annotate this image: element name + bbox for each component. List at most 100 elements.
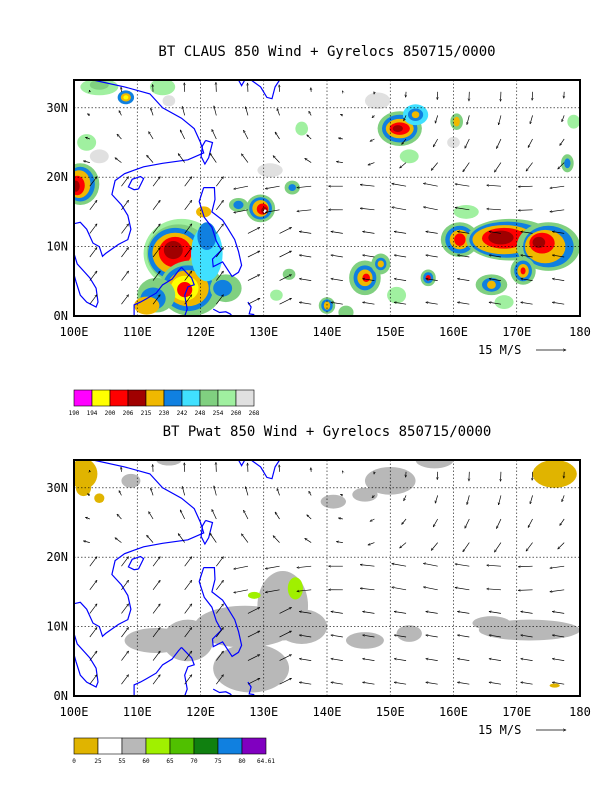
wind-vector [234,185,249,189]
wind-vector [464,138,470,148]
y-tick-label: 0N [54,309,68,323]
field-patch [494,295,514,310]
wind-vector [336,162,343,163]
x-tick-label: 150E [376,705,405,719]
wind-vector [457,611,470,614]
wind-vector [558,162,565,170]
wind-vector [265,185,280,189]
panel-2: BT Pwat 850 Wind + Gyrelocs 850715/0000 … [46,424,591,765]
wind-vector [148,512,154,520]
wind-vector [234,565,249,569]
wind-vector [89,627,97,638]
wind-vector [216,271,223,281]
wind-vector [426,635,438,638]
colorbar-label: 190 [69,410,80,417]
wind-vector [394,611,407,614]
wind-vector [368,542,375,545]
wind-vector [184,557,192,567]
coastline [181,646,195,696]
wind-vector [362,659,375,661]
colorbar-swatch [193,737,219,755]
wind-vector [392,587,407,591]
wind-vector [277,108,280,116]
field-patch [162,619,214,662]
field-patch [177,281,193,298]
colorbar-label: 248 [195,410,206,417]
wind-vector [487,589,501,590]
wind-vector [518,590,533,591]
wind-vector [521,682,533,685]
y-tick-label: 10N [46,620,68,634]
wind-vector [494,542,502,553]
wind-vector [265,589,280,593]
wind-vector [518,186,533,187]
wind-vector [432,518,438,527]
wind-vector [299,611,312,614]
panel-2-coast [74,460,281,696]
wind-vector [527,518,533,528]
x-tick-label: 180 [569,705,591,719]
wind-vector [400,162,407,168]
wind-vector [273,536,280,543]
wind-vector [487,565,501,566]
wind-vector [521,659,533,661]
wind-vector [526,162,533,172]
coastline [74,460,205,638]
colorbar-swatch [235,389,255,407]
wind-vector [550,209,565,212]
field-patch [134,296,160,315]
wind-vector [247,297,260,305]
colorbar-label: 65 [166,758,174,765]
colorbar-swatch [145,389,165,407]
x-tick-label: 100E [60,705,89,719]
wind-vector [426,659,438,661]
wind-vector [307,515,312,520]
field-patch [247,591,261,599]
wind-vector [152,651,160,661]
wind-vector [118,490,122,496]
wind-vector [331,279,343,281]
coastline [237,80,246,87]
field-patch [532,460,577,488]
coastline [212,688,233,696]
coastline [74,80,205,258]
wind-vector [457,659,470,661]
panel-1-colorbar: 190 194 200 206 215 230 242 248 254 260 268 [69,389,260,417]
wind-vector [241,154,249,163]
wind-vector [247,274,260,281]
y-tick-label: 20N [46,550,68,564]
field-patch [94,493,105,504]
wind-vector [245,487,249,496]
field-patch [74,180,80,192]
wind-vector [308,491,312,496]
wind-vector [273,156,280,163]
wind-vector [279,274,292,281]
y-tick-label: 30N [46,481,68,495]
wind-vector [152,557,160,567]
wind-vector [394,231,407,234]
field-patch [411,111,420,119]
wind-vector [360,185,375,187]
wind-vector [423,563,438,567]
colorbar-swatch [73,737,99,755]
wind-vector [518,210,533,211]
wind-vector [297,565,312,567]
wind-vector [331,611,343,614]
wind-vector [216,675,223,685]
wind-vector [394,255,407,258]
field-patch [338,305,354,316]
colorbar-swatch [97,737,123,755]
panel-1-coast [74,80,281,316]
wind-vector [331,231,343,234]
field-patch [156,460,182,466]
wind-vector [279,227,292,234]
field-patch [320,494,346,509]
colorbar-label: 215 [141,410,152,417]
field-patch [270,289,283,301]
x-tick-label: 110E [123,705,152,719]
wind-vector [89,580,97,591]
wind-vector [275,512,280,520]
wind-vector [362,255,375,258]
wind-vector [152,295,160,305]
